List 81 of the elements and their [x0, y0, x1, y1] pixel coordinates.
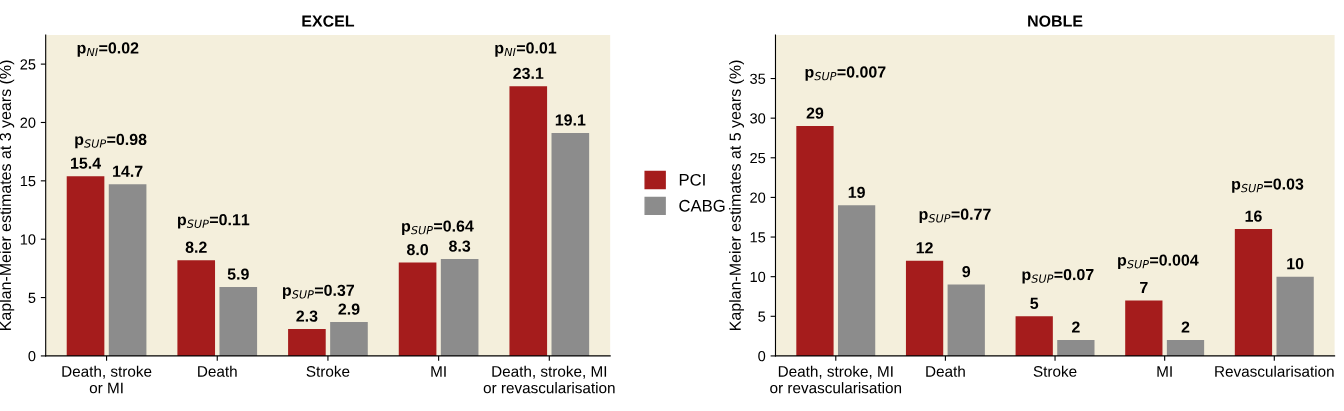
data-label: 2: [1071, 321, 1080, 333]
annotation: p$_{SUP}$=0.98: [75, 133, 147, 149]
bar: [905, 260, 944, 356]
data-label: 19.1: [555, 114, 586, 126]
y-tick-label: 10: [20, 234, 36, 245]
x-tick-label: MI: [1157, 366, 1172, 377]
legend-label: CABG: [679, 199, 725, 212]
bar: [66, 176, 105, 356]
bar: [1015, 316, 1053, 356]
chart-title: NOBLE: [1028, 15, 1083, 27]
data-label: 8.3: [449, 240, 471, 252]
data-label: 5: [1030, 297, 1039, 309]
data-label: 15.4: [71, 157, 101, 169]
annotation: p$_{SUP}$=0.77: [919, 208, 991, 224]
bar: [177, 260, 216, 356]
y-tick-label: 25: [750, 152, 766, 164]
data-label: 7: [1140, 281, 1148, 293]
bar: [1166, 340, 1205, 356]
bar: [509, 86, 548, 356]
y-tick-label: 0: [28, 351, 36, 362]
annotation: p$_{SUP}$=0.07: [1022, 268, 1094, 284]
y-tick-label: 30: [750, 113, 766, 124]
bar: [947, 284, 985, 356]
bar: [1234, 229, 1273, 356]
x-tick-label: Revascularisation: [1215, 365, 1334, 377]
y-tick-label: 25: [20, 59, 36, 70]
annotation: p$_{SUP}$=0.64: [402, 220, 474, 235]
y-tick-label: 5: [28, 292, 36, 303]
y-axis-title: Kaplan-Meier estimates at 5 years (%): [729, 60, 744, 330]
annotation: p$_{SUP}$=0.37: [282, 284, 354, 300]
bar: [551, 132, 590, 356]
data-label: 29: [806, 107, 824, 119]
data-label: 14.7: [113, 165, 143, 177]
x-tick-label: Stroke: [306, 365, 350, 377]
annotation: p$_{SUP}$=0.004: [1118, 254, 1199, 269]
bar: [108, 184, 147, 356]
data-label: 23.1: [513, 67, 544, 79]
bar: [398, 262, 437, 356]
y-tick-label: 5: [758, 311, 766, 322]
y-tick-label: 15: [20, 176, 36, 187]
bar: [440, 259, 479, 356]
x-tick-label: Death, stroke, MI or revascularisation: [770, 365, 902, 394]
y-axis-title: Kaplan-Meier estimates at 3 years (%): [0, 60, 15, 330]
data-label: 2: [1181, 321, 1190, 333]
y-tick-label: 20: [750, 192, 766, 203]
chart-title: EXCEL: [302, 15, 355, 27]
bar: [837, 205, 876, 356]
bar: [1276, 276, 1314, 356]
y-tick-label: 35: [750, 73, 766, 84]
y-tick-label: 10: [750, 271, 766, 283]
y-tick-label: 20: [20, 117, 36, 128]
x-tick-label: Stroke: [1033, 365, 1077, 377]
bar: [288, 329, 326, 356]
data-label: 8.2: [185, 241, 207, 253]
x-tick-label: Death: [198, 365, 237, 377]
bar: [219, 287, 258, 356]
data-label: 2.3: [296, 310, 318, 322]
x-tick-label: MI: [431, 366, 446, 377]
annotation: p$_{SUP}$=0.007: [805, 66, 886, 81]
bar: [796, 126, 834, 356]
x-tick-label: Death: [926, 365, 965, 377]
data-label: 12: [916, 242, 933, 254]
data-label: 8.0: [406, 243, 429, 256]
annotation: p$_{NI}$=0.01: [495, 42, 557, 57]
data-label: 2.9: [338, 303, 360, 315]
data-label: 5.9: [227, 268, 249, 280]
annotation: p$_{SUP}$=0.11: [177, 214, 250, 229]
data-label: 9: [962, 265, 971, 278]
y-tick-label: 0: [758, 351, 766, 362]
bar: [330, 322, 368, 356]
data-label: 10: [1287, 258, 1304, 270]
annotation: p$_{NI}$=0.02: [77, 42, 139, 57]
x-tick-label: Death, stroke, MI or revascularisation: [483, 365, 615, 394]
data-label: 19: [848, 186, 865, 199]
annotation: p$_{SUP}$=0.03: [1232, 178, 1304, 193]
y-tick-label: 15: [750, 232, 766, 243]
data-label: 16: [1245, 210, 1262, 222]
bar: [1125, 300, 1163, 356]
x-tick-label: Death, stroke or MI: [62, 365, 152, 394]
legend-label: PCI: [679, 173, 705, 186]
bar: [1057, 340, 1095, 356]
